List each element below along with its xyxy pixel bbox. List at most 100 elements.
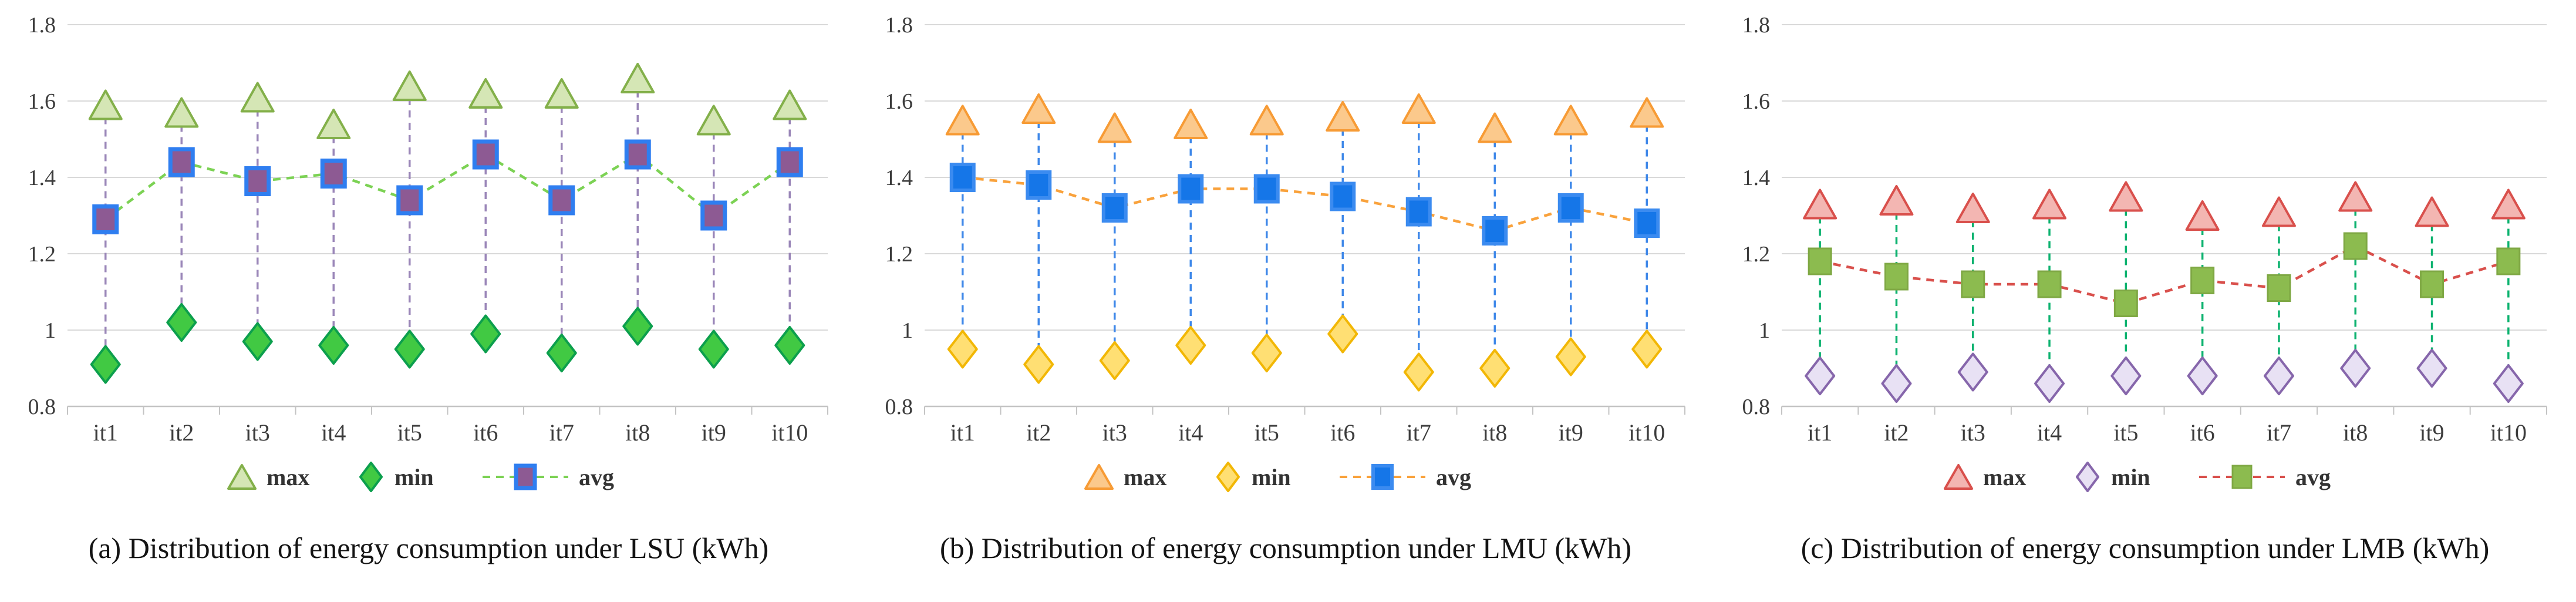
min-marker <box>2187 357 2218 395</box>
category-label: it7 <box>1407 419 1431 446</box>
legend-max-icon <box>1084 464 1114 490</box>
legend-max-label: max <box>267 464 309 490</box>
hilo-lines <box>1819 196 2510 384</box>
y-tick-label: 0.8 <box>28 395 56 419</box>
category-label: it2 <box>1026 419 1051 446</box>
min-marker <box>2416 349 2447 388</box>
y-tick-label: 1.8 <box>1742 13 1771 38</box>
min-marker <box>1631 329 1663 369</box>
min-marker <box>1555 337 1586 376</box>
max-marker <box>1021 93 1056 124</box>
avg-marker <box>949 163 976 192</box>
min-marker <box>166 303 197 342</box>
avg-marker <box>168 147 195 177</box>
legend-avg-icon <box>1371 464 1394 490</box>
y-tick-label: 1.8 <box>885 13 913 38</box>
y-tick-label: 1 <box>1759 318 1770 343</box>
category-label: it7 <box>2267 419 2291 446</box>
avg-marker <box>2190 267 2215 294</box>
y-tick-label: 0.8 <box>885 395 913 419</box>
min-marker <box>318 326 349 365</box>
category-label: it3 <box>245 419 270 446</box>
max-marker <box>1630 97 1664 128</box>
y-tick-label: 1.2 <box>1742 242 1771 267</box>
category-label: it4 <box>1178 419 1203 446</box>
legend-min-icon <box>359 462 383 492</box>
category-label: it8 <box>2343 419 2368 446</box>
avg-marker <box>2496 247 2521 275</box>
legend-min-icon <box>2076 462 2099 492</box>
avg-marker <box>1026 170 1052 200</box>
min-marker <box>1881 364 1912 403</box>
max-marker <box>1803 189 1837 220</box>
max-marker <box>544 78 579 109</box>
category-label: it5 <box>397 419 422 446</box>
avg-marker <box>1634 208 1660 238</box>
min-marker <box>1957 352 1988 392</box>
avg-marker <box>1101 193 1128 223</box>
max-marker <box>240 82 275 113</box>
max-marker <box>2261 196 2296 227</box>
y-tick-label: 1.6 <box>1742 89 1771 114</box>
avg-marker <box>2037 270 2062 298</box>
x-axis <box>924 405 1685 415</box>
max-marker <box>945 105 980 136</box>
x-axis <box>1781 405 2547 415</box>
min-marker <box>90 345 121 384</box>
avg-marker <box>92 204 119 234</box>
avg-marker <box>244 166 271 196</box>
avg-marker <box>1884 263 1909 291</box>
chart-a-canvas: 1.8 1.6 1.4 1.2 1 0.8 it1 it2 it3 it4 it5 it6 it7 it8… <box>0 0 857 517</box>
min-marker <box>394 329 425 369</box>
legend-min-label: min <box>1252 464 1291 490</box>
category-label: it3 <box>1961 419 1985 446</box>
max-marker <box>1955 193 1990 223</box>
category-label: it3 <box>1102 419 1127 446</box>
min-marker <box>1023 345 1054 384</box>
category-label: it4 <box>321 419 346 446</box>
max-marker <box>2491 189 2526 220</box>
min-marker <box>1175 326 1206 365</box>
legend: max min avg <box>1944 462 2331 492</box>
avg-marker <box>2420 270 2444 298</box>
avg-marker <box>2343 232 2368 260</box>
category-label: it9 <box>702 419 726 446</box>
category-label: it6 <box>473 419 498 446</box>
chart-c-canvas: 1.8 1.6 1.4 1.2 1 0.8 it1 it2 it3 it4 it5 it6 it7 it8… <box>1714 0 2576 517</box>
min-marker <box>1327 314 1358 354</box>
y-tick-label: 1.4 <box>1742 166 1771 190</box>
avg-marker <box>1557 193 1584 223</box>
max-marker <box>2338 181 2373 212</box>
min-marker <box>2263 357 2294 395</box>
avg-marker <box>396 185 423 216</box>
avg-marker <box>1330 181 1356 211</box>
category-label: it1 <box>93 419 118 446</box>
legend-min-icon <box>1216 462 1240 492</box>
legend-min-label: min <box>2111 464 2150 490</box>
category-label: it5 <box>1255 419 1279 446</box>
chart-panel-c: 1.8 1.6 1.4 1.2 1 0.8 it1 it2 it3 it4 it5 it6 it7 it8… <box>1714 0 2576 602</box>
avg-marker <box>548 185 575 216</box>
legend: max min avg <box>227 462 614 492</box>
avg-marker <box>1253 174 1280 204</box>
category-label: it10 <box>771 419 808 446</box>
max-marker <box>2415 196 2449 227</box>
category-label: it1 <box>1808 419 1832 446</box>
category-label: it8 <box>625 419 650 446</box>
min-marker <box>698 329 729 369</box>
category-label: it2 <box>169 419 194 446</box>
max-marker <box>1553 105 1588 136</box>
max-marker <box>2185 200 2220 231</box>
avg-marker <box>472 139 499 170</box>
legend-min-label: min <box>395 464 434 490</box>
avg-line <box>1819 244 2509 305</box>
avg-line <box>962 176 1647 233</box>
y-tick-label: 1.8 <box>28 13 56 38</box>
y-tick-label: 1.2 <box>28 242 56 267</box>
avg-marker <box>1961 270 1985 298</box>
y-tick-label: 1.2 <box>885 242 913 267</box>
max-marker <box>1249 105 1284 136</box>
legend-max-icon <box>1944 464 1973 490</box>
min-marker <box>470 314 501 354</box>
avg-marker <box>1405 197 1432 227</box>
